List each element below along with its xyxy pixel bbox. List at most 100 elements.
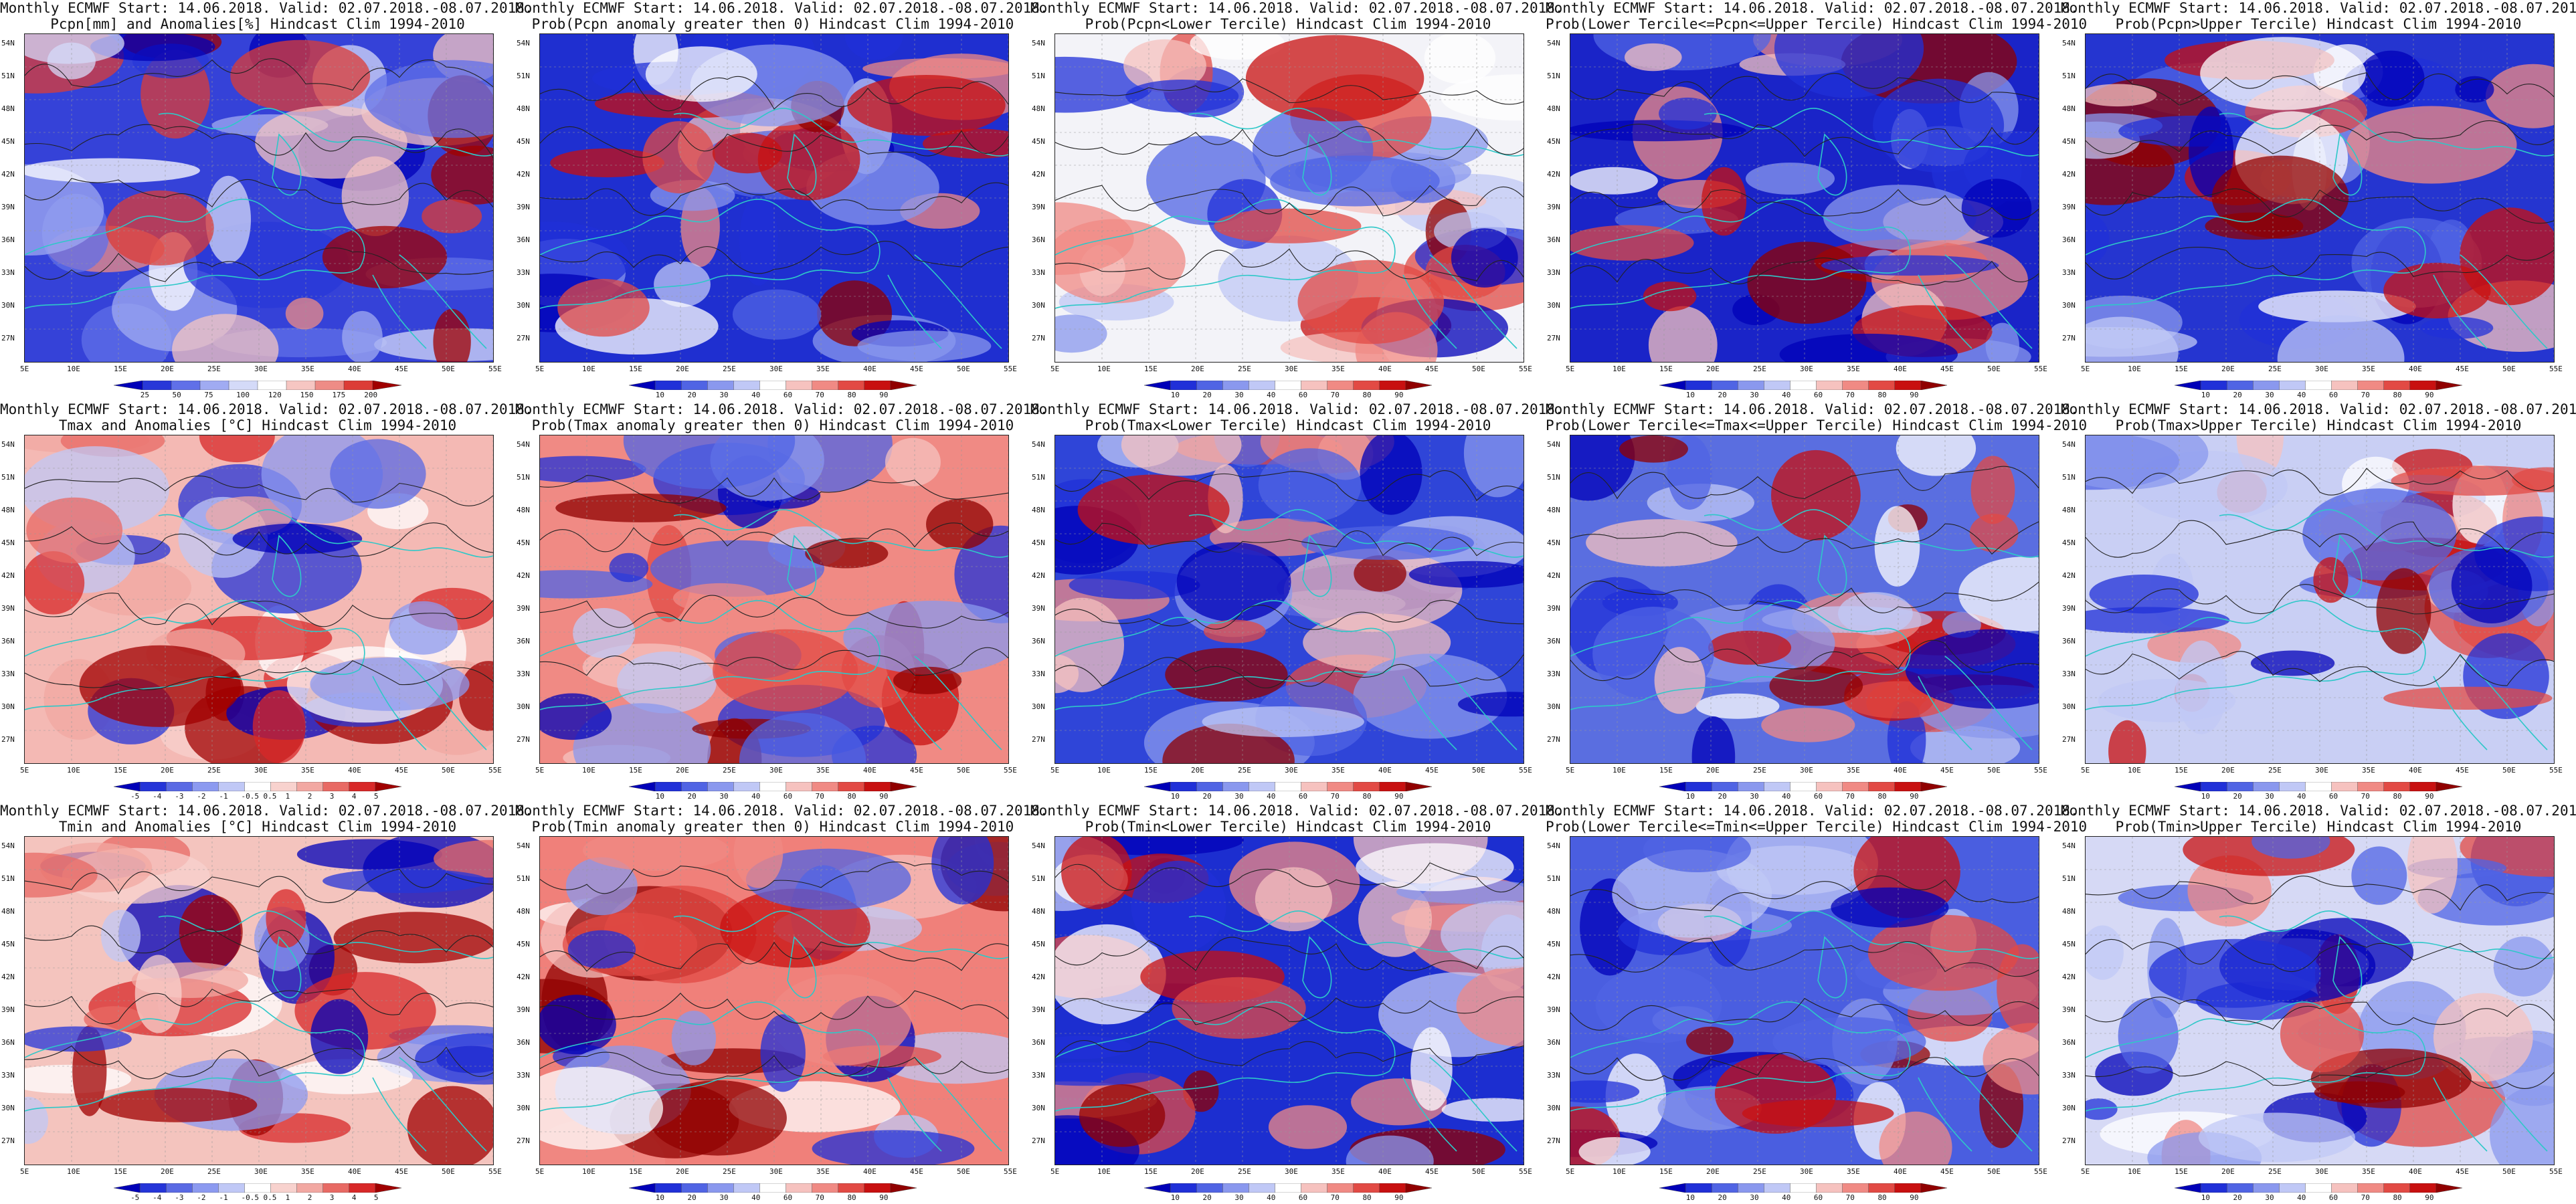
- coastline: [2086, 108, 2554, 349]
- field-blob: [2351, 846, 2407, 905]
- field-blob: [2280, 996, 2365, 1073]
- colorbar-segment: [654, 781, 682, 792]
- colorbar-segment: [1711, 781, 1738, 792]
- field-blob: [1346, 1135, 1434, 1165]
- lon-tick-label: 30E: [1285, 1167, 1298, 1176]
- colorbar-label: 40: [1782, 391, 1791, 399]
- colorbar-label: 20: [687, 792, 697, 801]
- map-panel: Monthly ECMWF Start: 14.06.2018. Valid: …: [1546, 401, 2087, 803]
- colorbar-label: 3: [329, 1193, 335, 1202]
- map-field: [1570, 34, 2039, 362]
- lon-tick-label: 10E: [1097, 766, 1111, 775]
- colorbar-label: 70: [1845, 391, 1855, 399]
- colorbar-segment: [1249, 781, 1276, 792]
- colorbar-segment: [1222, 380, 1250, 391]
- field-blob: [2148, 938, 2321, 1008]
- lat-tick-label: 27N: [1, 334, 15, 342]
- lat-tick-label: 51N: [1, 874, 15, 883]
- colorbar-label: 10: [1170, 1193, 1180, 1202]
- field-blob: [1165, 647, 1288, 702]
- lat-tick-label: 36N: [1547, 235, 1560, 244]
- contour-line: [2086, 876, 2554, 911]
- field-blob: [2086, 925, 2124, 980]
- map-panel: Monthly ECMWF Start: 14.06.2018. Valid: …: [0, 0, 533, 401]
- field-blob: [1578, 1137, 1651, 1165]
- colorbar-segment: [244, 781, 272, 792]
- panel-title-line1: Monthly ECMWF Start: 14.06.2018. Valid: …: [1546, 803, 2079, 819]
- contour-line: [1570, 73, 2039, 103]
- colorbar-segment: [113, 1183, 141, 1193]
- lon-tick-label: 45E: [1940, 766, 1954, 775]
- panel-title-line2: Prob(Tmax<Lower Tercile) Hindcast Clim 1…: [1085, 417, 1491, 433]
- colorbar-segment: [864, 380, 891, 391]
- map-panel: Monthly ECMWF Start: 14.06.2018. Valid: …: [1030, 803, 1564, 1204]
- panel-title-line2: Tmin and Anomalies [°C] Hindcast Clim 19…: [58, 819, 457, 835]
- panel-title: Monthly ECMWF Start: 14.06.2018. Valid: …: [0, 401, 533, 433]
- contour-line: [1055, 470, 1524, 502]
- lon-tick-label: 35E: [1847, 766, 1860, 775]
- field-blob: [2493, 936, 2554, 997]
- colorbar-label: 10: [1685, 391, 1695, 399]
- lon-tick-label: 30E: [1285, 766, 1298, 775]
- colorbar-segment: [680, 380, 708, 391]
- map-field: [540, 435, 1008, 763]
- contour-line: [1055, 248, 1524, 282]
- lat-tick-label: 27N: [2062, 1136, 2076, 1145]
- field-blob: [310, 999, 369, 1074]
- lon-tick-label: 50E: [2502, 1167, 2516, 1176]
- colorbar-segment: [296, 781, 324, 792]
- lat-tick-label: 30N: [1547, 1104, 1560, 1112]
- lat-tick-label: 51N: [1547, 72, 1560, 80]
- contour-line: [25, 925, 493, 955]
- lon-tick-label: 30E: [769, 766, 783, 775]
- panel-title: Monthly ECMWF Start: 14.06.2018. Valid: …: [2061, 401, 2576, 433]
- field-blob: [341, 156, 409, 236]
- field-blob: [1570, 435, 1635, 501]
- field-blob: [1410, 1027, 1453, 1111]
- field-blob: [2198, 1112, 2355, 1163]
- lon-tick-label: 30E: [769, 365, 783, 373]
- lat-tick-label: 39N: [2062, 203, 2076, 211]
- lon-tick-label: 25E: [1238, 365, 1251, 373]
- colorbar-label: 20: [1718, 792, 1727, 801]
- lat-tick-label: 51N: [1032, 874, 1045, 883]
- colorbar-label: 60: [1298, 1193, 1308, 1202]
- colorbar-segment: [296, 1183, 324, 1193]
- lat-tick-label: 39N: [517, 1005, 530, 1014]
- colorbar-label: 90: [1394, 1193, 1404, 1202]
- lon-tick-label: 20E: [161, 766, 174, 775]
- colorbar-segment: [1405, 380, 1433, 391]
- lat-tick-label: 39N: [1547, 203, 1560, 211]
- lon-tick-label: 30E: [254, 1167, 268, 1176]
- field-blob: [812, 1130, 975, 1165]
- colorbar: [113, 380, 402, 391]
- field-blob: [1958, 557, 2039, 631]
- colorbar-segment: [2226, 1183, 2253, 1193]
- coastline: [25, 910, 493, 1152]
- field-blob: [296, 839, 442, 870]
- colorbar-segment: [1920, 781, 1948, 792]
- lon-tick-label: 5E: [2081, 365, 2090, 373]
- lon-tick-label: 15E: [1144, 365, 1158, 373]
- colorbar-segment: [2331, 781, 2359, 792]
- colorbar-segment: [139, 781, 167, 792]
- lon-tick-label: 15E: [114, 1167, 127, 1176]
- field-blob: [2313, 557, 2349, 603]
- panel-title-line1: Monthly ECMWF Start: 14.06.2018. Valid: …: [2061, 0, 2576, 16]
- colorbar-segment: [1405, 781, 1433, 792]
- colorbar-segment: [323, 1183, 350, 1193]
- forecast-map: [1570, 435, 2039, 764]
- lon-tick-label: 15E: [1659, 766, 1673, 775]
- colorbar-label: 90: [1910, 792, 1919, 801]
- colorbar-segment: [1275, 1183, 1302, 1193]
- contour-line: [1570, 521, 2039, 555]
- lon-tick-label: 15E: [1144, 766, 1158, 775]
- lat-tick-label: 54N: [517, 39, 530, 47]
- colorbar-label: 70: [815, 1193, 824, 1202]
- lon-tick-label: 55E: [2549, 365, 2563, 373]
- lat-tick-label: 39N: [1032, 203, 1045, 211]
- lon-tick-label: 35E: [1331, 766, 1345, 775]
- field-blob: [1441, 1098, 1524, 1122]
- colorbar: [1143, 781, 1433, 792]
- colorbar-label: 50: [172, 391, 181, 399]
